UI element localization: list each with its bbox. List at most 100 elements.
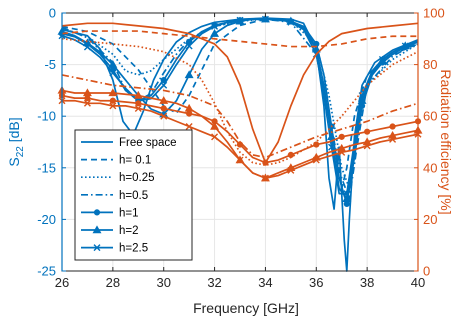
legend-label-1: h= 0.1 (119, 155, 151, 167)
legend-label-0: Free space (119, 137, 177, 149)
s22-point-6-22 (328, 143, 336, 151)
s22-point-6-14 (236, 16, 244, 24)
x-tick-label-0: 26 (55, 275, 69, 290)
left-tick-label-3: -15 (37, 160, 56, 175)
s22-line-6 (61, 18, 419, 195)
efficiency-series-4 (58, 92, 422, 166)
legend-label-2: h=0.25 (119, 172, 155, 184)
s22-point-5-4 (108, 59, 118, 68)
efficiency-point-6-8 (160, 112, 168, 120)
s22-point-4-24 (343, 200, 350, 208)
s22-point-6-30 (401, 42, 409, 50)
s22-point-6-24 (343, 190, 351, 198)
x-axis-label: Frequency [GHz] (193, 300, 299, 316)
legend-label-4: h=1 (119, 207, 139, 219)
x-tick-label-3: 32 (207, 275, 221, 290)
efficiency-point-6-24 (363, 142, 371, 150)
left-y-axis-label: S22 [dB] (6, 117, 26, 166)
efficiency-point-4-18 (287, 151, 294, 158)
efficiency-point-4-26 (389, 123, 396, 130)
efficiency-point-6-6 (134, 104, 142, 112)
s22-point-5-12 (210, 29, 220, 37)
x-tick-label-7: 40 (411, 275, 425, 290)
efficiency-point-5-12 (210, 121, 220, 130)
efficiency-point-4-16 (262, 159, 269, 166)
right-tick-label-2: 60 (423, 109, 437, 124)
legend-box (74, 129, 193, 261)
efficiency-series-0 (61, 22, 419, 164)
legend-label-5: h=2 (119, 225, 139, 237)
left-tick-label-1: -5 (44, 57, 56, 72)
x-tick-label-2: 30 (156, 275, 170, 290)
legend-label-3: h=0.5 (119, 190, 148, 202)
legend-item-1: h= 0.1 (81, 155, 151, 167)
left-tick-label-5: -25 (37, 264, 56, 279)
right-tick-label-5: 0 (423, 264, 430, 279)
efficiency-point-4-4 (109, 97, 116, 104)
s22-point-6-10 (185, 42, 193, 50)
x-tick-label-1: 28 (106, 275, 120, 290)
s22-point-6-8 (160, 81, 168, 89)
left-tick-label-4: -20 (37, 212, 56, 227)
efficiency-point-6-14 (236, 156, 244, 164)
left-tick-label-2: -10 (37, 109, 56, 124)
s22-series-1 (61, 18, 419, 190)
s22-point-5-2 (82, 38, 92, 47)
efficiency-point-4-20 (313, 141, 320, 148)
legend-item-5: h=2 (81, 225, 139, 237)
s22-point-6-12 (211, 22, 219, 30)
s22-point-6-2 (83, 43, 91, 51)
efficiency-point-6-2 (83, 99, 91, 107)
efficiency-point-4-6 (135, 100, 142, 107)
s22-point-4-10 (186, 38, 193, 45)
efficiency-point-5-8 (159, 96, 169, 104)
x-tick-label-6: 38 (360, 275, 374, 290)
efficiency-line-0 (61, 22, 419, 164)
legend-marker-4 (93, 209, 101, 216)
efficiency-point-4-8 (160, 105, 167, 112)
left-y-axis-label-subscript: 22 (15, 146, 26, 158)
legend-item-3: h=0.5 (81, 190, 148, 202)
efficiency-point-5-2 (82, 88, 92, 97)
s22-point-6-28 (378, 55, 386, 63)
s22-line-2 (61, 18, 419, 190)
efficiency-point-5-10 (184, 103, 194, 112)
efficiency-series-3 (61, 74, 419, 159)
right-tick-label-1: 80 (423, 57, 437, 72)
efficiency-point-6-20 (312, 156, 320, 164)
efficiency-point-6-12 (211, 133, 219, 141)
efficiency-point-4-14 (236, 141, 244, 148)
s22-series-6 (58, 15, 419, 198)
efficiency-point-4-22 (338, 133, 345, 140)
right-y-axis-label: Radiation efficiency [%] (438, 69, 454, 214)
left-y-axis-label-unit: [dB] (6, 117, 22, 146)
right-tick-label-4: 20 (423, 212, 437, 227)
efficiency-point-4-2 (84, 95, 91, 102)
efficiency-point-6-26 (389, 135, 397, 143)
legend-marker-5 (92, 225, 102, 234)
efficiency-point-4-10 (186, 110, 193, 117)
efficiency-series-6 (58, 97, 422, 182)
x-tick-label-4: 34 (258, 275, 272, 290)
efficiency-line-3 (61, 74, 419, 159)
legend-label-6: h=2.5 (119, 243, 148, 255)
left-tick-label-0: 0 (49, 6, 56, 21)
efficiency-point-6-10 (185, 123, 193, 131)
right-tick-label-3: 40 (423, 160, 437, 175)
efficiency-point-6-4 (109, 102, 117, 110)
legend-item-0: Free space (81, 137, 177, 149)
legend-item-6: h=2.5 (81, 243, 148, 255)
s22-point-6-4 (109, 69, 117, 77)
legend-marker-6 (93, 244, 101, 252)
left-y-axis-label-main: S (6, 157, 22, 166)
efficiency-point-4-24 (364, 128, 371, 135)
efficiency-point-5-6 (133, 90, 143, 99)
efficiency-line-2 (61, 37, 419, 167)
efficiency-series-2 (61, 37, 419, 167)
s22-point-6-18 (287, 18, 295, 26)
efficiency-point-6-16 (261, 174, 269, 182)
s22-point-6-16 (261, 15, 269, 23)
legend-item-4: h=1 (81, 207, 139, 219)
